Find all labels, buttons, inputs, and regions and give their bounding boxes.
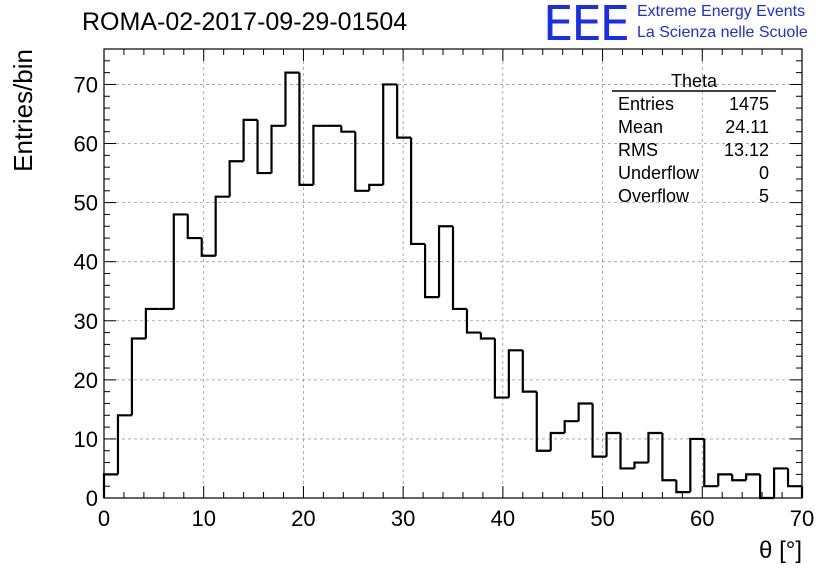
histogram-bin <box>410 137 426 246</box>
histogram-bin <box>717 473 733 487</box>
stats-box-name: Theta <box>671 71 718 91</box>
histogram-bin <box>186 214 202 240</box>
histogram-bin <box>647 431 663 463</box>
histogram-bin <box>116 414 132 475</box>
stats-value: 13.12 <box>724 140 769 160</box>
histogram-bin <box>703 438 719 488</box>
eee-logo: EEE <box>543 0 630 52</box>
histogram-bin <box>465 308 481 334</box>
histogram-bin <box>619 433 635 470</box>
histogram-bin <box>312 124 328 185</box>
stats-value: 0 <box>759 163 769 183</box>
histogram-bin <box>521 350 537 393</box>
histogram-bin <box>228 160 244 197</box>
logo-caption-line1: Extreme Energy Events <box>637 3 806 20</box>
x-tick-label: 0 <box>98 506 110 531</box>
histogram-bin <box>270 124 286 174</box>
stats-label: Overflow <box>618 186 690 206</box>
histogram-bin <box>772 467 789 498</box>
stats-label: RMS <box>618 140 658 160</box>
stats-value: 1475 <box>729 94 769 114</box>
y-tick-label: 20 <box>74 368 98 393</box>
histogram-bin <box>423 243 440 299</box>
stats-value: 5 <box>759 186 769 206</box>
logo-caption-line2: La Scienza nelle Scuole <box>637 24 808 41</box>
histogram-bin <box>298 72 314 186</box>
y-tick-label: 0 <box>86 486 98 511</box>
histogram-bin <box>284 71 300 126</box>
x-tick-label: 20 <box>291 506 315 531</box>
histogram-bin <box>535 391 551 452</box>
histogram-bin <box>577 402 593 422</box>
histogram-bin <box>549 431 565 451</box>
histogram-bin <box>731 474 747 482</box>
x-tick-label: 70 <box>790 506 814 531</box>
histogram-bin <box>661 433 677 482</box>
histogram-bin <box>340 125 356 133</box>
histogram-bin <box>382 83 398 185</box>
histogram-bin <box>493 338 509 399</box>
plot-frame <box>103 48 803 499</box>
histogram-bin <box>507 349 523 398</box>
stats-value: 24.11 <box>725 117 769 137</box>
y-tick-label: 40 <box>74 250 98 275</box>
histogram-bin <box>396 84 412 139</box>
x-tick-label: 60 <box>690 506 714 531</box>
histogram-bin <box>605 431 621 457</box>
histogram-bin <box>437 225 453 298</box>
histogram-bin <box>200 238 216 257</box>
histogram-bin <box>172 213 188 309</box>
histogram-bin <box>479 332 495 340</box>
histogram-bin <box>745 473 761 481</box>
x-tick-labels: 0 10 20 30 40 50 60 70 <box>98 506 814 531</box>
x-tick-label: 40 <box>491 506 515 531</box>
histogram-bin <box>591 403 607 458</box>
x-axis-title: θ [°] <box>759 537 802 564</box>
histogram-bin <box>451 226 467 311</box>
histogram-bin <box>689 437 705 493</box>
histogram-bin <box>354 131 370 192</box>
y-tick-labels: 0 10 20 30 40 50 60 70 <box>74 72 98 511</box>
x-tick-label: 10 <box>191 506 215 531</box>
histogram-bin <box>563 420 579 434</box>
histogram-bin <box>786 468 802 488</box>
y-tick-label: 50 <box>74 191 98 216</box>
histogram-bin <box>242 118 258 162</box>
y-tick-label: 10 <box>74 427 98 452</box>
histogram-bin <box>130 337 146 416</box>
y-tick-label: 70 <box>74 72 98 97</box>
y-tick-label: 30 <box>74 309 98 334</box>
chart-title: ROMA-02-2017-09-29-01504 <box>82 8 408 36</box>
histogram-bin <box>633 461 649 469</box>
histogram-bin <box>675 480 691 494</box>
y-tick-label: 60 <box>74 132 98 157</box>
stats-box: Theta Entries 1475 Mean 24.11 RMS 13.12 Underfl… <box>612 71 776 206</box>
x-tick-label: 50 <box>590 506 614 531</box>
histogram-bin <box>368 183 384 191</box>
stats-label: Underflow <box>618 163 700 183</box>
histogram-bin <box>214 195 230 256</box>
y-axis-title: Entries/bin <box>8 49 38 172</box>
stats-label: Entries <box>618 94 674 114</box>
histogram-bin <box>144 307 160 339</box>
histogram-bars <box>102 71 804 500</box>
stats-label: Mean <box>618 117 663 137</box>
histogram-bin <box>256 119 272 175</box>
x-tick-label: 30 <box>391 506 415 531</box>
